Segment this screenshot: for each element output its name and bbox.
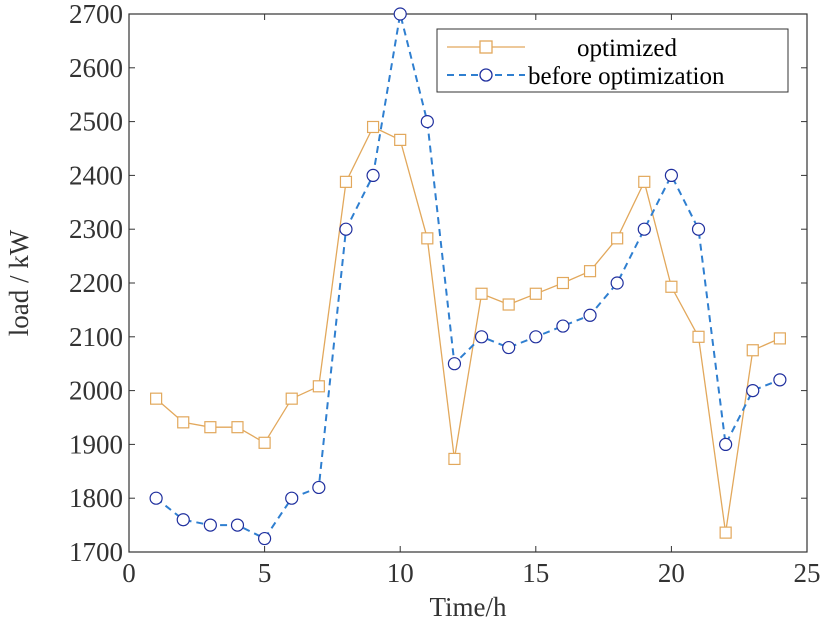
data-point-before-optimization — [339, 222, 353, 236]
data-point-before-optimization — [312, 480, 326, 495]
x-tick-label: 10 — [387, 558, 414, 588]
data-point-optimized — [611, 232, 624, 245]
data-point-before-optimization — [149, 491, 163, 505]
data-point-before-optimization — [393, 7, 407, 21]
x-axis-label: Time/h — [429, 592, 507, 622]
y-tick-label: 2200 — [69, 268, 123, 298]
data-point-before-optimization — [664, 168, 679, 182]
data-point-optimized — [285, 392, 298, 405]
y-axis: 1700 1800 1900 2000 2100 2200 2300 2400 2500 2600… — [69, 0, 807, 567]
data-point-optimized — [339, 175, 353, 188]
data-point-optimized — [366, 120, 380, 134]
legend-box — [436, 28, 789, 93]
legend-label-before: before optimization — [528, 63, 725, 90]
data-point-optimized — [746, 344, 759, 357]
data-point-before-optimization — [583, 308, 597, 322]
data-point-optimized — [692, 330, 705, 343]
data-point-before-optimization — [203, 518, 217, 532]
data-point-before-optimization — [258, 531, 272, 546]
x-tick-label: 0 — [122, 558, 136, 588]
data-point-before-optimization — [556, 319, 570, 333]
x-axis: 0 5 10 15 20 25 — [122, 14, 821, 588]
x-tick-label: 20 — [658, 558, 685, 588]
data-point-before-optimization — [637, 222, 651, 236]
data-point-optimized — [502, 298, 515, 311]
data-point-before-optimization — [610, 276, 624, 290]
x-tick-label: 15 — [522, 558, 549, 588]
data-point-optimized — [719, 526, 732, 539]
data-point-optimized — [773, 332, 786, 345]
data-point-optimized — [394, 133, 407, 146]
legend-marker-before — [479, 68, 493, 82]
data-point-optimized — [204, 421, 217, 434]
data-point-before-optimization — [773, 373, 787, 387]
data-point-before-optimization — [746, 384, 760, 398]
y-tick-label: 1900 — [69, 429, 123, 459]
data-point-optimized — [177, 416, 190, 429]
data-point-optimized — [529, 287, 542, 300]
data-point-optimized — [475, 287, 488, 300]
legend-label-optimized: optimized — [577, 35, 677, 62]
data-point-before-optimization — [474, 330, 489, 344]
y-tick-label: 2600 — [69, 53, 123, 83]
data-point-before-optimization — [502, 340, 516, 355]
data-point-optimized — [448, 452, 461, 466]
data-point-optimized — [556, 276, 570, 290]
y-tick-label: 2300 — [69, 214, 123, 244]
y-tick-label: 2700 — [69, 0, 123, 29]
y-tick-label: 2000 — [69, 376, 123, 406]
y-tick-label: 1800 — [69, 483, 123, 513]
x-tick-label: 5 — [258, 558, 272, 588]
legend-marker-optimized — [479, 40, 493, 54]
y-tick-label: 2100 — [69, 322, 123, 352]
legend: optimized before optimization — [436, 28, 789, 93]
data-point-optimized — [638, 175, 651, 188]
data-point-before-optimization — [285, 491, 299, 505]
data-point-optimized — [150, 392, 163, 405]
data-point-optimized — [312, 380, 325, 393]
data-point-optimized — [583, 265, 597, 278]
data-point-optimized — [421, 232, 434, 245]
series-line-optimized — [155, 126, 781, 533]
data-point-optimized — [231, 421, 244, 434]
series-line-before-optimization — [155, 13, 781, 540]
x-tick-label: 25 — [794, 558, 821, 588]
data-point-before-optimization — [420, 114, 434, 129]
data-point-before-optimization — [529, 330, 543, 344]
y-tick-label: 1700 — [69, 537, 123, 567]
data-point-before-optimization — [691, 222, 706, 236]
data-point-optimized — [258, 436, 271, 449]
y-axis-label: load / kW — [4, 229, 34, 336]
data-point-before-optimization — [447, 357, 462, 371]
series-layer — [149, 7, 787, 546]
y-tick-label: 2400 — [69, 160, 123, 190]
data-point-before-optimization — [366, 168, 380, 182]
data-point-optimized — [665, 280, 678, 293]
data-point-before-optimization — [719, 437, 733, 451]
y-tick-label: 2500 — [69, 107, 123, 137]
data-point-before-optimization — [176, 513, 190, 527]
data-point-before-optimization — [230, 518, 245, 532]
